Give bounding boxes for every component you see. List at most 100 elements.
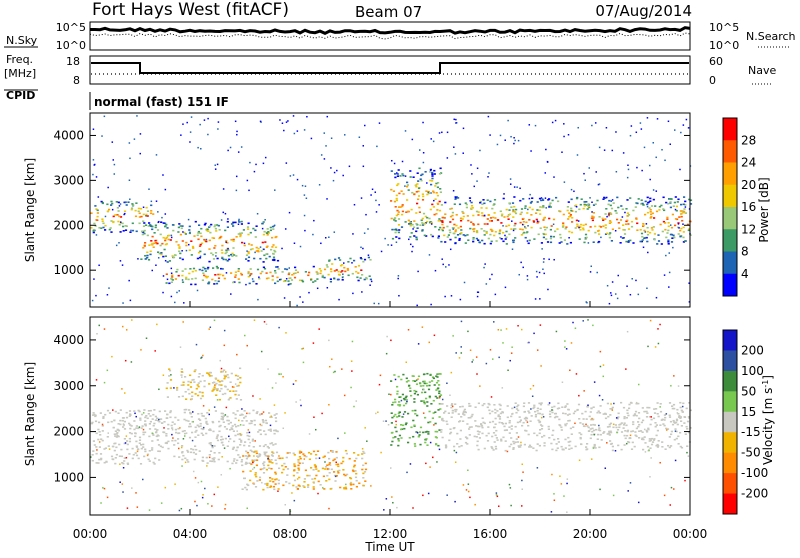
data-pixel [426,372,429,375]
data-pixel [397,444,400,447]
data-pixel [608,430,611,433]
data-pixel [263,267,267,270]
data-pixel [151,447,154,449]
data-pixel [225,406,228,409]
data-pixel [198,373,201,375]
data-pixel [643,229,646,232]
data-pixel [232,281,235,284]
data-pixel [283,462,286,465]
data-pixel [502,342,504,344]
data-pixel [353,465,356,468]
data-pixel [362,450,365,453]
data-pixel [124,225,127,227]
data-pixel [439,191,442,193]
data-pixel [156,434,159,436]
data-pixel [183,430,186,432]
data-pixel [192,267,196,270]
data-pixel [112,220,115,223]
data-pixel [229,428,232,431]
data-pixel [354,266,357,268]
data-pixel [412,507,414,509]
data-pixel [130,425,133,427]
data-pixel [128,279,130,282]
data-pixel [95,294,97,297]
data-pixel [680,215,683,218]
data-pixel [423,402,426,405]
data-pixel [211,382,215,384]
data-pixel [402,424,405,427]
data-pixel [178,509,181,512]
data-pixel [641,407,644,409]
data-pixel [513,406,516,409]
data-pixel [613,402,615,405]
data-pixel [567,133,570,136]
data-pixel [551,411,554,414]
data-pixel [189,231,191,234]
data-pixel [182,384,185,386]
data-pixel [142,213,145,216]
data-pixel [460,229,463,231]
data-pixel [625,368,627,370]
data-pixel [348,165,351,168]
data-pixel [247,438,250,441]
data-pixel [553,258,555,261]
data-pixel [221,244,224,247]
data-pixel [462,215,465,218]
data-pixel [643,436,646,438]
data-pixel [184,432,187,435]
data-pixel [214,384,216,387]
data-pixel [570,198,573,201]
data-pixel [439,408,442,410]
data-pixel [227,398,230,401]
data-pixel [549,206,552,208]
data-pixel [630,220,634,223]
data-pixel [396,172,398,174]
data-pixel [93,222,96,225]
data-pixel [526,421,529,423]
data-pixel [521,463,523,466]
data-pixel [629,434,632,437]
data-pixel [169,410,172,412]
data-pixel [277,268,280,270]
data-pixel [328,463,331,466]
data-pixel [160,418,163,420]
data-pixel [559,210,562,213]
data-pixel [577,403,581,406]
data-pixel [499,237,502,239]
data-pixel [619,423,622,426]
data-pixel [237,425,240,427]
data-pixel [208,260,211,263]
data-pixel [350,488,353,490]
data-pixel [665,201,668,204]
data-pixel [640,421,643,424]
data-pixel [151,449,154,451]
data-pixel [138,410,141,413]
data-pixel [128,410,132,412]
data-pixel [542,236,545,239]
data-pixel [355,400,358,402]
data-pixel [510,504,512,507]
data-pixel [240,413,243,416]
data-pixel [579,422,582,424]
data-pixel [195,429,198,432]
data-pixel [284,228,287,230]
data-pixel [181,258,184,261]
data-pixel [289,283,292,285]
data-pixel [137,409,140,412]
data-pixel [288,452,291,454]
data-pixel [439,394,443,396]
data-pixel [617,416,620,418]
data-pixel [108,208,111,211]
data-pixel [255,475,258,478]
data-pixel [514,212,518,215]
data-pixel [614,210,617,212]
data-pixel [664,416,667,419]
data-pixel [422,224,425,226]
data-pixel [659,323,661,326]
data-pixel [227,149,229,152]
data-pixel [178,432,181,434]
data-pixel [568,448,571,450]
data-pixel [261,270,264,273]
data-pixel [251,459,254,461]
data-pixel [555,330,558,333]
